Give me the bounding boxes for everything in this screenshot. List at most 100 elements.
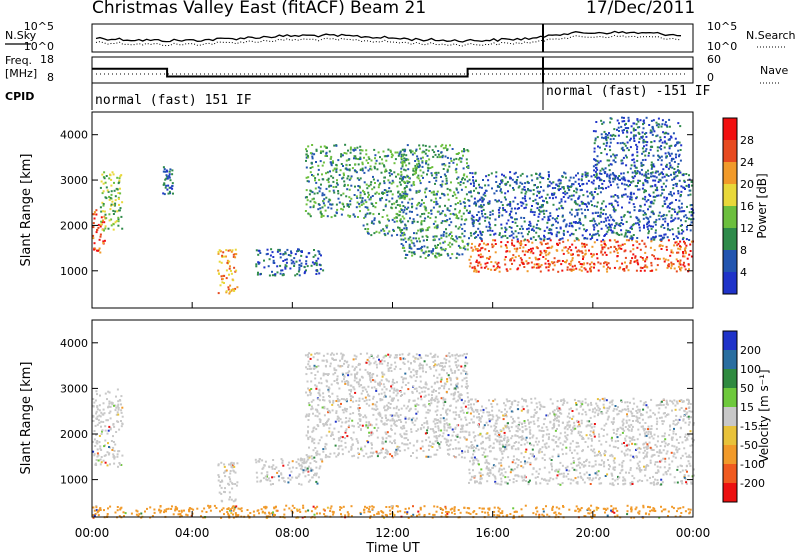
heatmap-cell <box>232 255 235 258</box>
heatmap-cell <box>617 204 620 207</box>
heatmap-cell <box>355 157 357 160</box>
heatmap-cell <box>349 200 352 203</box>
heatmap-cell <box>512 188 515 191</box>
heatmap-cell <box>448 217 451 220</box>
heatmap-cell <box>564 176 567 179</box>
heatmap-cell <box>295 260 298 263</box>
heatmap-cell <box>508 226 511 228</box>
heatmap-cell <box>327 181 330 184</box>
heatmap-cell <box>347 214 350 217</box>
heatmap-cell <box>504 209 506 212</box>
heatmap-cell <box>387 380 390 383</box>
heatmap-cell <box>413 360 416 363</box>
heatmap-cell <box>519 244 522 247</box>
heatmap-cell <box>422 404 425 407</box>
heatmap-cell <box>449 426 452 429</box>
heatmap-cell <box>438 392 441 395</box>
heatmap-cell <box>449 379 452 382</box>
heatmap-cell <box>338 365 341 368</box>
heatmap-cell <box>451 194 454 197</box>
heatmap-cell <box>297 250 300 252</box>
heatmap-cell <box>459 157 461 160</box>
heatmap-cell <box>452 212 455 215</box>
heatmap-cell <box>534 239 537 241</box>
heatmap-cell <box>525 260 528 263</box>
heatmap-cell <box>504 176 507 179</box>
heatmap-cell <box>309 215 312 218</box>
heatmap-cell <box>453 158 456 161</box>
heatmap-cell <box>463 150 465 153</box>
heatmap-cell <box>287 464 290 466</box>
heatmap-cell <box>272 483 274 485</box>
heatmap-cell <box>672 219 675 222</box>
heatmap-cell <box>612 133 615 136</box>
heatmap-cell <box>501 173 503 176</box>
heatmap-cell <box>385 423 388 426</box>
heatmap-cell <box>415 168 418 171</box>
heatmap-cell <box>458 453 461 456</box>
heatmap-cell <box>614 200 617 202</box>
heatmap-cell <box>443 423 446 425</box>
heatmap-cell <box>95 390 98 393</box>
heatmap-cell <box>457 227 460 230</box>
heatmap-cell <box>589 269 592 271</box>
heatmap-cell <box>264 475 267 478</box>
heatmap-cell <box>444 383 447 386</box>
heatmap-cell <box>533 229 535 232</box>
heatmap-cell <box>305 413 308 416</box>
heatmap-cell <box>115 395 117 398</box>
heatmap-cell <box>379 382 382 385</box>
heatmap-cell <box>349 203 352 206</box>
heatmap-cell <box>445 232 448 235</box>
heatmap-cell <box>106 451 109 454</box>
heatmap-cell <box>370 434 373 437</box>
heatmap-cell <box>417 190 420 193</box>
heatmap-cell <box>437 171 440 174</box>
heatmap-cell <box>407 206 410 209</box>
heatmap-cell <box>660 145 663 147</box>
heatmap-cell <box>100 180 103 183</box>
heatmap-cell <box>451 372 454 374</box>
heatmap-cell <box>663 236 666 239</box>
heatmap-cell <box>314 177 317 180</box>
heatmap-cell <box>552 197 554 200</box>
heatmap-cell <box>657 158 660 161</box>
heatmap-cell <box>428 181 431 183</box>
heatmap-cell <box>330 163 333 165</box>
heatmap-cell <box>103 412 106 415</box>
heatmap-cell <box>332 180 335 183</box>
heatmap-cell <box>317 442 320 445</box>
heatmap-cell <box>509 210 512 213</box>
heatmap-cell <box>667 264 669 267</box>
heatmap-cell <box>601 136 603 139</box>
heatmap-cell <box>421 390 424 393</box>
heatmap-cell <box>566 230 569 233</box>
heatmap-cell <box>438 373 441 376</box>
heatmap-cell <box>636 126 639 129</box>
heatmap-cell <box>364 213 367 216</box>
heatmap-cell <box>316 370 319 373</box>
heatmap-cell <box>320 216 323 218</box>
heatmap-cell <box>676 182 678 185</box>
heatmap-cell <box>363 217 366 219</box>
heatmap-cell <box>387 362 389 365</box>
heatmap-cell <box>389 435 392 438</box>
heatmap-cell <box>116 188 119 191</box>
heatmap-cell <box>394 454 397 457</box>
heatmap-cell <box>409 236 412 239</box>
heatmap-cell <box>362 416 365 419</box>
heatmap-cell <box>530 261 533 264</box>
heatmap-cell <box>642 141 645 144</box>
heatmap-cell <box>386 191 389 194</box>
heatmap-cell <box>624 233 627 236</box>
heatmap-cell <box>342 192 345 195</box>
heatmap-cell <box>424 354 427 357</box>
heatmap-cell <box>412 452 414 454</box>
heatmap-cell <box>508 214 511 217</box>
heatmap-cell <box>551 192 554 195</box>
heatmap-cell <box>501 180 504 183</box>
heatmap-cell <box>325 155 328 157</box>
heatmap-cell <box>648 220 650 223</box>
heatmap-cell <box>432 155 435 158</box>
heatmap-cell <box>559 179 562 182</box>
